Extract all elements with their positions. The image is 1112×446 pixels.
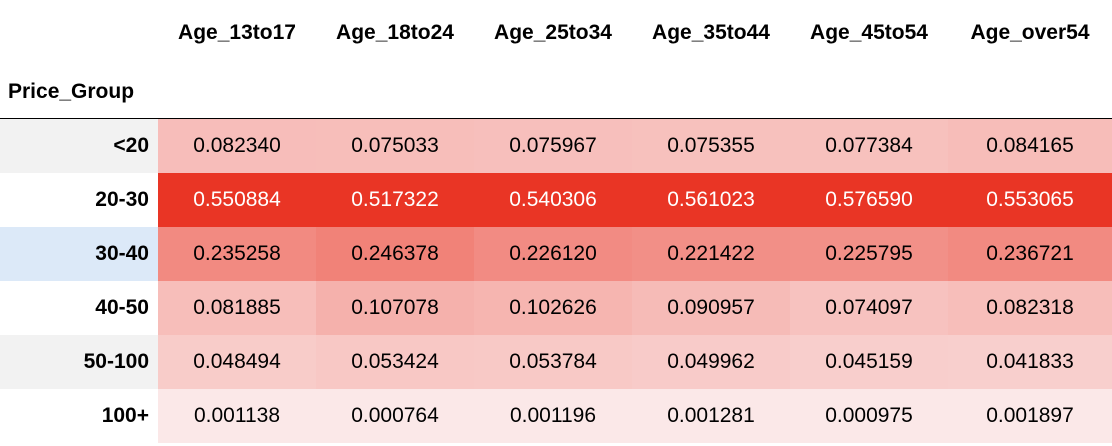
heatmap-cell: 0.000764 [316, 388, 474, 443]
heatmap-cell: 0.053424 [316, 334, 474, 389]
heatmap-cell: 0.236721 [948, 226, 1112, 281]
column-header: Age_18to24 [336, 21, 454, 44]
table-row: 50-100 0.048494 0.053424 0.053784 0.0499… [0, 334, 1112, 389]
heatmap-cell: 0.041833 [948, 334, 1112, 389]
heatmap-cell: 0.221422 [632, 226, 790, 281]
heatmap-cell: 0.081885 [158, 280, 316, 335]
column-header: Age_13to17 [178, 21, 296, 44]
heatmap-cell: 0.075033 [316, 118, 474, 173]
table-row: 20-30 0.550884 0.517322 0.540306 0.56102… [0, 172, 1112, 227]
heatmap-cell: 0.048494 [158, 334, 316, 389]
heatmap-cell: 0.090957 [632, 280, 790, 335]
heatmap-cell: 0.053784 [474, 334, 632, 389]
heatmap-cell: 0.084165 [948, 118, 1112, 173]
heatmap-cell: 0.576590 [790, 172, 948, 227]
heatmap-cell: 0.553065 [948, 172, 1112, 227]
heatmap-cell: 0.077384 [790, 118, 948, 173]
heatmap-cell: 0.246378 [316, 226, 474, 281]
row-label: <20 [0, 118, 158, 173]
table-row: <20 0.082340 0.075033 0.075967 0.075355 … [0, 118, 1112, 173]
heatmap-cell: 0.102626 [474, 280, 632, 335]
heatmap-cell: 0.049962 [632, 334, 790, 389]
row-label: 40-50 [95, 295, 149, 319]
heatmap-cell: 0.075967 [474, 118, 632, 173]
column-header: Age_45to54 [810, 21, 928, 44]
column-header: Age_35to44 [652, 21, 770, 44]
heatmap-cell: 0.001138 [158, 388, 316, 443]
row-label: 20-30 [95, 187, 149, 211]
heatmap-cell: 0.107078 [316, 280, 474, 335]
row-label: 100+ [101, 403, 149, 427]
heatmap-cell: 0.075355 [632, 118, 790, 173]
heatmap-cell: 0.001196 [474, 388, 632, 443]
heatmap-cell: 0.082318 [948, 280, 1112, 335]
row-label: 30-40 [0, 226, 158, 281]
heatmap-cell: 0.000975 [790, 388, 948, 443]
index-name: Price_Group [8, 80, 135, 103]
column-header: Age_25to34 [494, 21, 612, 44]
table-row: 40-50 0.081885 0.107078 0.102626 0.09095… [0, 280, 1112, 335]
column-header: Age_over54 [970, 21, 1090, 44]
table-row: 100+ 0.001138 0.000764 0.001196 0.001281… [0, 388, 1112, 443]
heatmap-cell: 0.001281 [632, 388, 790, 443]
heatmap-cell: 0.082340 [158, 118, 316, 173]
row-label: 50-100 [0, 334, 158, 389]
heatmap-cell: 0.045159 [790, 334, 948, 389]
corner-blank [0, 0, 158, 66]
heatmap-cell: 0.074097 [790, 280, 948, 335]
heatmap-cell: 0.001897 [948, 388, 1112, 443]
heatmap-cell: 0.540306 [474, 172, 632, 227]
heatmap-cell: 0.561023 [632, 172, 790, 227]
heatmap-cell: 0.517322 [316, 172, 474, 227]
heatmap-cell: 0.550884 [158, 172, 316, 227]
heatmap-cell: 0.226120 [474, 226, 632, 281]
heatmap-cell: 0.235258 [158, 226, 316, 281]
heatmap-cell: 0.225795 [790, 226, 948, 281]
table-row-highlighted: 30-40 0.235258 0.246378 0.226120 0.22142… [0, 226, 1112, 281]
